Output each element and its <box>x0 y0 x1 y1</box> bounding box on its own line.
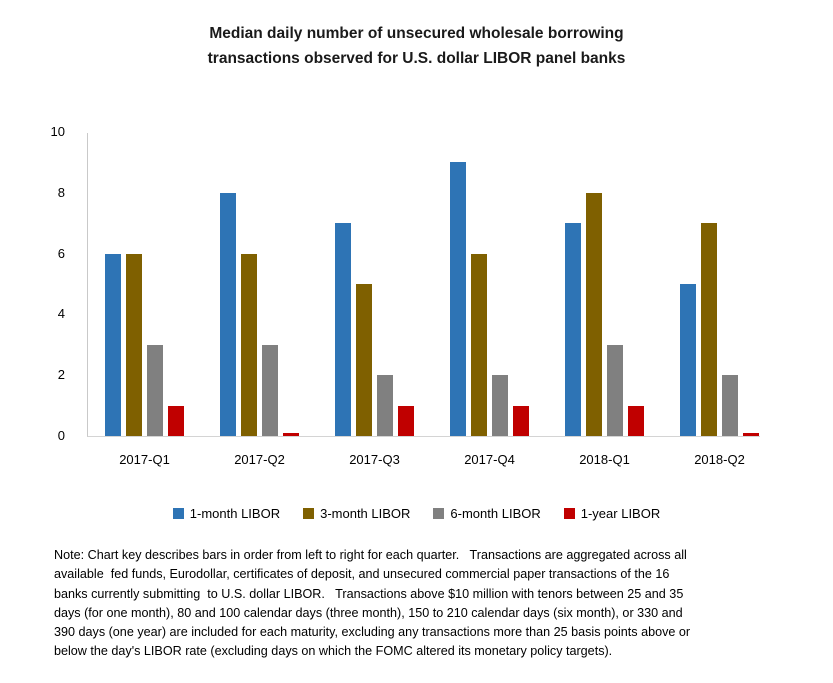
note-line-6: below the day's LIBOR rate (excluding da… <box>54 644 613 659</box>
bar-6-month-libor-2017-q3 <box>377 375 393 436</box>
bar-1-year-libor-2017-q1 <box>168 406 184 436</box>
y-axis: 0 2 4 6 8 10 <box>0 124 76 443</box>
x-label-2017-q3: 2017-Q3 <box>349 452 400 467</box>
bar-6-month-libor-2018-q2 <box>722 375 738 436</box>
bar-group-2017-q4 <box>450 162 529 436</box>
bar-6-month-libor-2017-q4 <box>492 375 508 436</box>
legend-item-6-month-libor: 6-month LIBOR <box>433 506 541 521</box>
note-line-3: banks currently submitting to U.S. dolla… <box>54 586 684 601</box>
bar-3-month-libor-2017-q1 <box>126 254 142 436</box>
bar-1-year-libor-2018-q2 <box>743 433 759 436</box>
bar-3-month-libor-2017-q2 <box>241 254 257 436</box>
y-tick-label-0: 0 <box>57 428 65 443</box>
legend-label-6-month-libor: 6-month LIBOR <box>450 506 541 521</box>
legend-swatch-3-month-libor <box>303 508 315 519</box>
bar-1-month-libor-2018-q2 <box>680 284 696 436</box>
y-tick-label-2: 2 <box>57 367 65 383</box>
x-label-2017-q4: 2017-Q4 <box>464 452 515 467</box>
legend-item-3-month-libor: 3-month LIBOR <box>303 506 410 521</box>
y-tick-label-6: 6 <box>57 245 65 261</box>
bar-1-year-libor-2018-q1 <box>628 406 644 436</box>
bar-1-year-libor-2017-q3 <box>398 406 414 436</box>
bar-1-month-libor-2017-q1 <box>105 254 121 436</box>
bar-3-month-libor-2017-q3 <box>356 284 372 436</box>
note-line-4: days (for one month), 80 and 100 calenda… <box>54 605 683 620</box>
chart-title-line-1: Median daily number of unsecured wholesa… <box>209 25 624 42</box>
bar-group-2018-q2 <box>680 223 759 436</box>
legend-label-1-year-libor: 1-year LIBOR <box>580 506 661 521</box>
legend-swatch-1-year-libor <box>563 508 575 519</box>
note-line-2: available fed funds, Eurodollar, certifi… <box>54 567 670 582</box>
bar-group-2017-q1 <box>105 254 184 436</box>
chart-title: Median daily number of unsecured wholesa… <box>0 21 833 71</box>
y-tick-label-8: 8 <box>57 184 65 200</box>
bar-6-month-libor-2017-q2 <box>262 345 278 436</box>
bar-1-year-libor-2017-q2 <box>283 433 299 436</box>
note-line-1: Note: Chart key describes bars in order … <box>54 548 687 562</box>
legend-swatch-1-month-libor <box>172 508 184 519</box>
note: Note: Chart key describes bars in order … <box>54 546 794 662</box>
y-tick-label-4: 4 <box>57 306 65 322</box>
x-label-2018-q1: 2018-Q1 <box>579 452 630 467</box>
bar-6-month-libor-2018-q1 <box>607 345 623 436</box>
bar-1-month-libor-2017-q4 <box>450 162 466 436</box>
x-label-2017-q1: 2017-Q1 <box>119 452 170 467</box>
x-label-2018-q2: 2018-Q2 <box>694 452 745 467</box>
bar-3-month-libor-2018-q1 <box>586 193 602 436</box>
bar-3-month-libor-2018-q2 <box>701 223 717 436</box>
legend: 1-month LIBOR 3-month LIBOR 6-month LIBOR 1… <box>0 506 833 521</box>
y-tick-label-10: 10 <box>50 124 65 139</box>
bar-1-month-libor-2017-q3 <box>335 223 351 436</box>
legend-item-1-month-libor: 1-month LIBOR <box>172 506 281 521</box>
note-line-5: 390 days (one year) are included for eac… <box>54 625 691 640</box>
bar-group-2018-q1 <box>565 193 644 436</box>
legend-item-1-year-libor: 1-year LIBOR <box>563 506 661 521</box>
legend-label-1-month-libor: 1-month LIBOR <box>189 506 281 521</box>
legend-swatch-6-month-libor <box>433 508 445 519</box>
bar-6-month-libor-2017-q1 <box>147 345 163 436</box>
x-label-2017-q2: 2017-Q2 <box>234 452 285 467</box>
bar-1-month-libor-2018-q1 <box>565 223 581 436</box>
chart-title-line-2: transactions observed for U.S. dollar LI… <box>207 50 626 67</box>
legend-label-3-month-libor: 3-month LIBOR <box>320 506 411 521</box>
bar-3-month-libor-2017-q4 <box>471 254 487 436</box>
bar-group-2017-q3 <box>335 223 414 436</box>
bar-1-year-libor-2017-q4 <box>513 406 529 436</box>
bar-group-2017-q2 <box>220 193 299 436</box>
bar-1-month-libor-2017-q2 <box>220 193 236 436</box>
plot-area: 2017-Q1 2017-Q2 2017-Q3 2017-Q4 2018-Q1 2018-… <box>87 133 760 467</box>
